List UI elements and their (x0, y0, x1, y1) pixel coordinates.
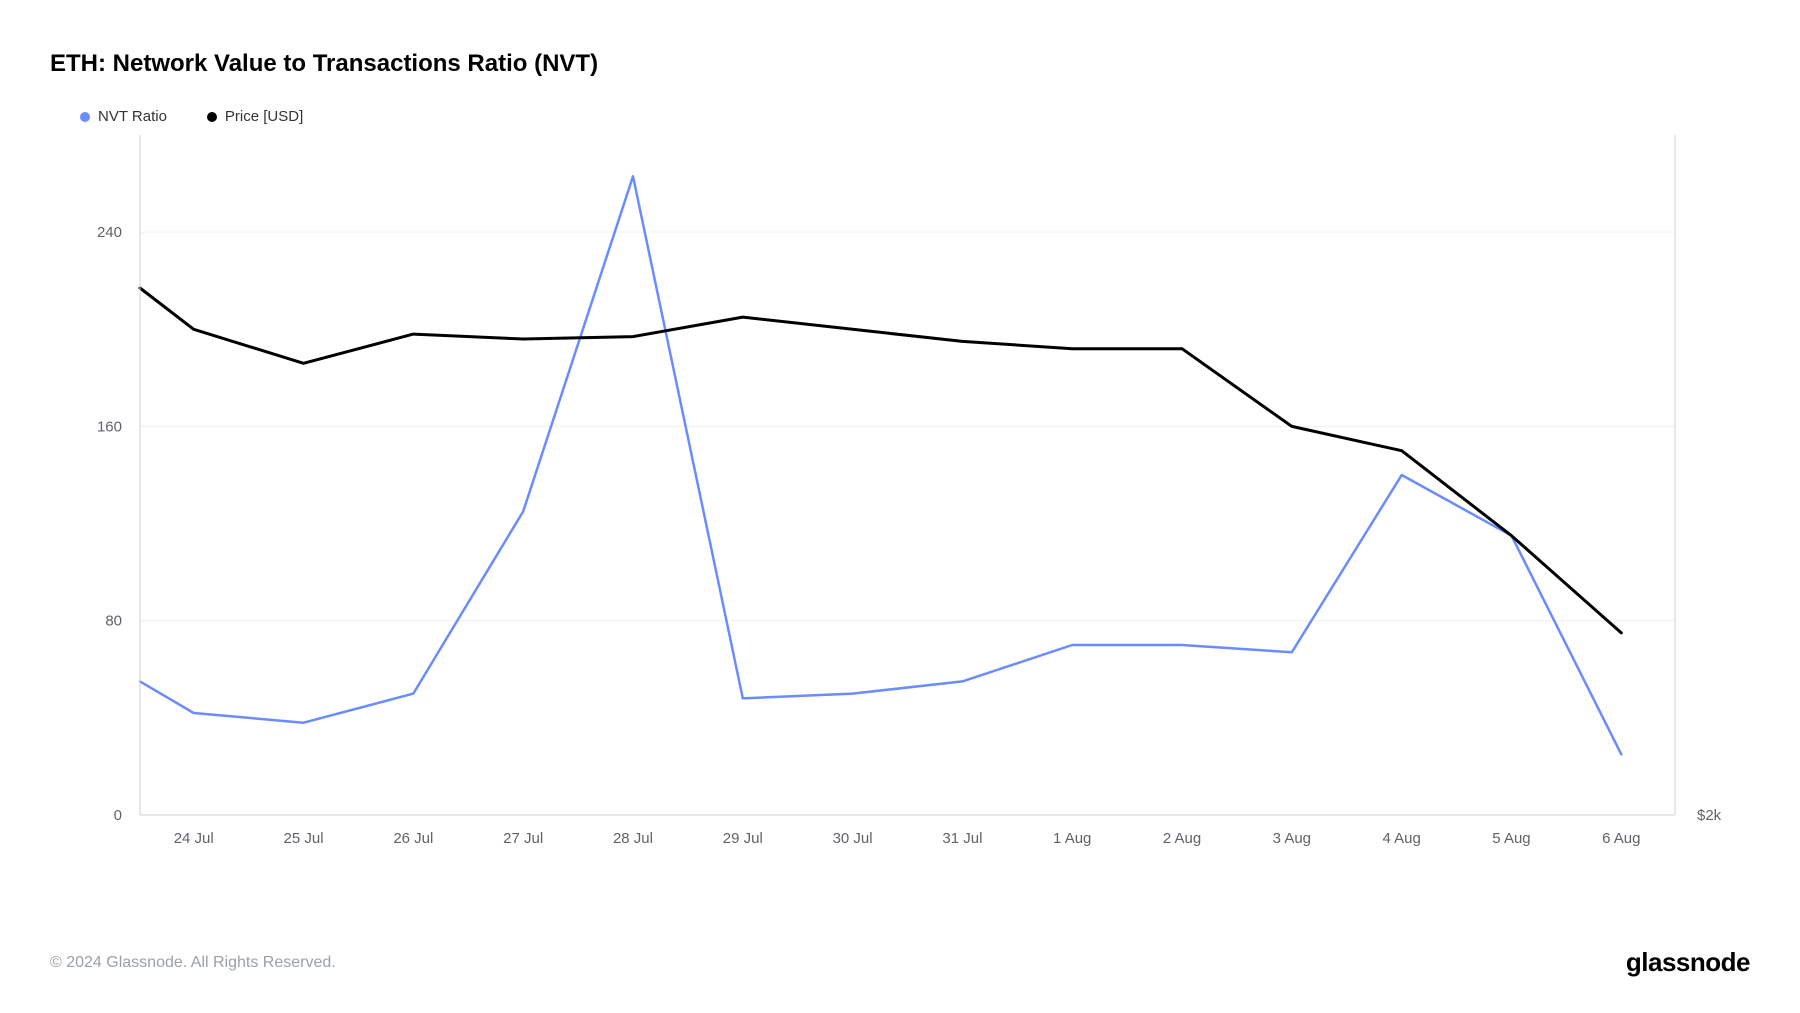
line-chart: 0 80 160 240 $2k 24 Jul 25 Jul 26 Jul 27 Jul 28 J… (50, 135, 1750, 875)
x-tick-label: 31 Jul (942, 830, 982, 847)
legend-label: Price [USD] (225, 108, 303, 125)
y-tick-label: 240 (97, 224, 122, 241)
chart-container: 0 80 160 240 $2k 24 Jul 25 Jul 26 Jul 27 Jul 28 J… (50, 135, 1750, 855)
x-tick-label: 6 Aug (1602, 830, 1640, 847)
x-tick-label: 3 Aug (1273, 830, 1311, 847)
legend-item[interactable]: NVT Ratio (80, 108, 167, 125)
brand-logo: glassnode (1626, 947, 1750, 978)
x-tick-label: 1 Aug (1053, 830, 1091, 847)
x-tick-label: 5 Aug (1492, 830, 1530, 847)
y-tick-label: 0 (114, 807, 122, 824)
legend-dot-icon (80, 112, 90, 122)
x-tick-label: 24 Jul (174, 830, 214, 847)
legend: NVT Ratio Price [USD] (80, 108, 1750, 125)
y-tick-label: 160 (97, 418, 122, 435)
x-tick-label: 30 Jul (833, 830, 873, 847)
legend-label: NVT Ratio (98, 108, 167, 125)
chart-title: ETH: Network Value to Transactions Ratio… (50, 50, 1750, 78)
legend-item[interactable]: Price [USD] (207, 108, 303, 125)
series-price (140, 288, 1621, 633)
x-tick-label: 28 Jul (613, 830, 653, 847)
legend-dot-icon (207, 112, 217, 122)
copyright-text: © 2024 Glassnode. All Rights Reserved. (50, 954, 336, 972)
series-nvt (140, 176, 1621, 754)
x-tick-label: 26 Jul (393, 830, 433, 847)
x-tick-label: 2 Aug (1163, 830, 1201, 847)
x-tick-label: 4 Aug (1382, 830, 1420, 847)
x-tick-label: 27 Jul (503, 830, 543, 847)
y-tick-label: 80 (105, 613, 122, 630)
x-tick-label: 25 Jul (284, 830, 324, 847)
y-right-label: $2k (1697, 807, 1722, 824)
x-tick-label: 29 Jul (723, 830, 763, 847)
